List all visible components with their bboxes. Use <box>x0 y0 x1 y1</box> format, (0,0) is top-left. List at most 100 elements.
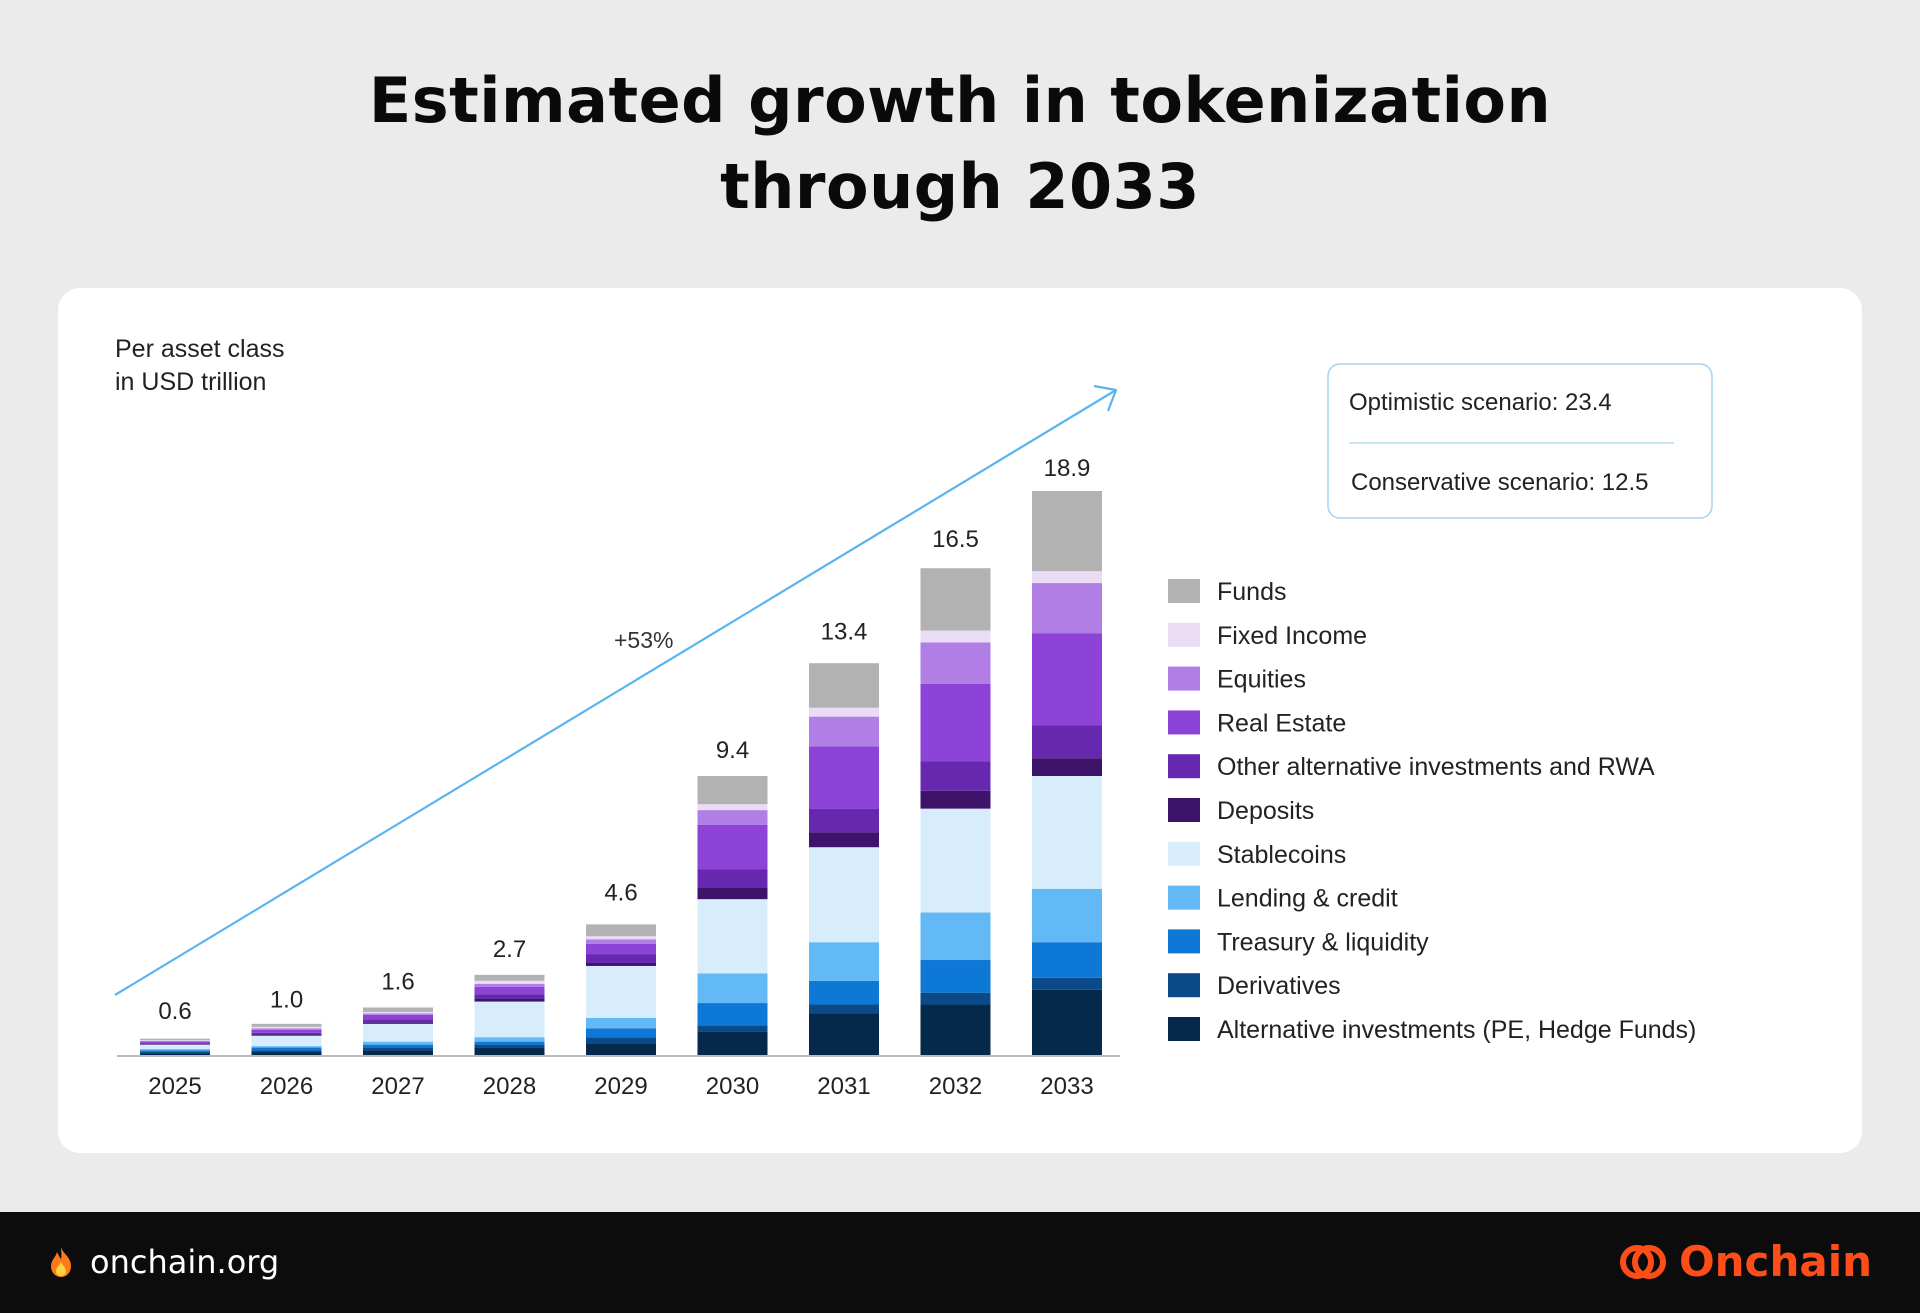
legend-swatch-fixed-income <box>1168 622 1200 647</box>
bar-segment-2027-stablecoins <box>363 1023 433 1042</box>
legend-label-lending-credit: Lending & credit <box>1217 885 1398 913</box>
bar-segment-2025-alternative-investments-pe-hedge-funds- <box>140 1053 210 1055</box>
bar-segment-2027-treasury-liquidity <box>363 1044 433 1048</box>
chart-svg: Per asset class in USD trillion +53% 0.6 202… <box>114 335 1713 1100</box>
bar-segment-2026-stablecoins <box>251 1035 322 1047</box>
bar-segment-2027-alternative-investments-pe-hedge-funds- <box>363 1050 433 1055</box>
flame-icon <box>51 1247 71 1277</box>
bar-segment-2026-treasury-liquidity <box>251 1047 322 1051</box>
bar-segment-2031-deposits <box>809 832 879 848</box>
legend-label-derivatives: Derivatives <box>1217 972 1341 1000</box>
bar-segment-2031-fixed-income <box>809 707 879 717</box>
bar-segment-2032-deposits <box>920 790 991 809</box>
legend-swatch-derivatives <box>1168 973 1200 998</box>
bar-segment-2030-funds <box>697 775 768 805</box>
bar-segment-2033-fixed-income <box>1032 571 1102 584</box>
x-tick-label-2029: 2029 <box>594 1073 647 1100</box>
bar-segment-2028-real-estate <box>474 986 545 995</box>
bar-segment-2030-deposits <box>697 887 768 900</box>
legend-swatch-deposits <box>1168 798 1200 822</box>
bar-segment-2030-derivatives <box>697 1025 768 1032</box>
x-tick-label-2028: 2028 <box>483 1073 536 1100</box>
bar-segment-2026-other-alternative-investments-and-rwa <box>251 1032 322 1035</box>
scenario-optimistic: Optimistic scenario: 23.4 <box>1349 389 1612 416</box>
bar-segment-2027-lending-credit <box>363 1041 433 1045</box>
legend-swatch-treasury-liquidity <box>1168 929 1200 954</box>
bar-segment-2028-deposits <box>474 998 545 1002</box>
bar-segment-2030-alternative-investments-pe-hedge-funds- <box>697 1031 768 1055</box>
bar-segment-2030-other-alternative-investments-and-rwa <box>697 869 768 888</box>
bar-segment-2032-stablecoins <box>920 808 991 913</box>
bar-segment-2029-alternative-investments-pe-hedge-funds- <box>586 1043 656 1055</box>
bar-segment-2027-other-alternative-investments-and-rwa <box>363 1019 433 1023</box>
bar-segment-2028-stablecoins <box>474 1001 545 1038</box>
title-line-2: through 2033 <box>720 150 1200 223</box>
bar-segment-2026-funds <box>251 1023 322 1027</box>
legend-swatch-lending-credit <box>1168 885 1200 910</box>
bar-segment-2030-equities <box>697 810 768 825</box>
bar-segment-2028-lending-credit <box>474 1037 545 1042</box>
bar-segment-2029-real-estate <box>586 943 656 955</box>
legend-label-other-alternative-investments-and-rwa: Other alternative investments and RWA <box>1217 753 1655 781</box>
bar-segment-2032-other-alternative-investments-and-rwa <box>920 761 991 791</box>
bar-segment-2028-funds <box>474 974 545 981</box>
bar-segment-2033-equities <box>1032 583 1102 634</box>
total-label-2032: 16.5 <box>932 526 979 553</box>
bar-segment-2032-real-estate <box>920 683 991 762</box>
bar-segment-2028-derivatives <box>474 1044 545 1048</box>
bar-segment-2027-derivatives <box>363 1047 433 1051</box>
bar-segment-2025-treasury-liquidity <box>140 1050 210 1053</box>
bar-segment-2031-stablecoins <box>809 847 879 943</box>
bar-segment-2027-deposits <box>363 1022 433 1024</box>
bar-segment-2033-alternative-investments-pe-hedge-funds- <box>1032 989 1102 1055</box>
bar-segment-2028-other-alternative-investments-and-rwa <box>474 994 545 999</box>
brand-name: Onchain <box>1678 1237 1872 1286</box>
bar-segment-2028-alternative-investments-pe-hedge-funds- <box>474 1047 545 1055</box>
bar-segment-2025-other-alternative-investments-and-rwa <box>140 1043 210 1045</box>
bar-segment-2028-equities <box>474 983 545 987</box>
bar-segment-2031-treasury-liquidity <box>809 980 879 1005</box>
subtitle-line-2: in USD trillion <box>115 368 266 396</box>
legend-label-alternative-investments-pe-hedge-funds-: Alternative investments (PE, Hedge Funds… <box>1217 1016 1696 1044</box>
bar-segment-2027-funds <box>363 1007 433 1012</box>
legend-label-stablecoins: Stablecoins <box>1217 841 1346 869</box>
bar-segment-2025-equities <box>140 1040 210 1042</box>
bar-segment-2033-other-alternative-investments-and-rwa <box>1032 725 1102 759</box>
legend-swatch-funds <box>1168 579 1200 603</box>
x-tick-label-2027: 2027 <box>371 1073 424 1100</box>
bar-segment-2029-treasury-liquidity <box>586 1028 656 1038</box>
total-label-2027: 1.6 <box>381 969 414 996</box>
legend-label-equities: Equities <box>1217 666 1306 694</box>
bar-segment-2028-fixed-income <box>474 980 545 984</box>
bar-segment-2032-derivatives <box>920 992 991 1005</box>
bar-segment-2030-lending-credit <box>697 973 768 1004</box>
bar-segment-2027-equities <box>363 1013 433 1015</box>
bar-segment-2033-funds <box>1032 491 1102 572</box>
bar-segment-2032-treasury-liquidity <box>920 960 991 993</box>
bar-segment-2031-funds <box>809 663 879 708</box>
legend-label-funds: Funds <box>1217 578 1286 606</box>
legend-swatch-stablecoins <box>1168 841 1200 866</box>
legend-swatch-other-alternative-investments-and-rwa <box>1168 754 1200 779</box>
bar-segment-2031-real-estate <box>809 746 879 809</box>
footer: onchain.org Onchain <box>0 1212 1920 1313</box>
total-label-2028: 2.7 <box>493 936 526 963</box>
bar-segment-2033-real-estate <box>1032 633 1102 726</box>
bar-segment-2032-funds <box>920 568 991 631</box>
bar-segment-2031-equities <box>809 716 879 747</box>
bar-segment-2026-derivatives <box>251 1050 322 1053</box>
legend-label-real-estate: Real Estate <box>1217 709 1346 737</box>
bar-segment-2033-stablecoins <box>1032 775 1102 889</box>
bar-segment-2027-real-estate <box>363 1014 433 1020</box>
total-label-2029: 4.6 <box>604 879 637 906</box>
total-label-2025: 0.6 <box>158 998 191 1025</box>
bar-segment-2029-funds <box>586 924 656 937</box>
total-label-2033: 18.9 <box>1044 455 1091 482</box>
bar-segment-2029-stablecoins <box>586 965 656 1018</box>
growth-arrow-line <box>114 389 1117 996</box>
x-tick-label-2026: 2026 <box>260 1073 313 1100</box>
onchain-logo-icon <box>1619 1245 1666 1279</box>
footer-site[interactable]: onchain.org <box>48 1242 279 1282</box>
bar-segment-2031-other-alternative-investments-and-rwa <box>809 808 879 833</box>
footer-site-text: onchain.org <box>90 1243 280 1281</box>
